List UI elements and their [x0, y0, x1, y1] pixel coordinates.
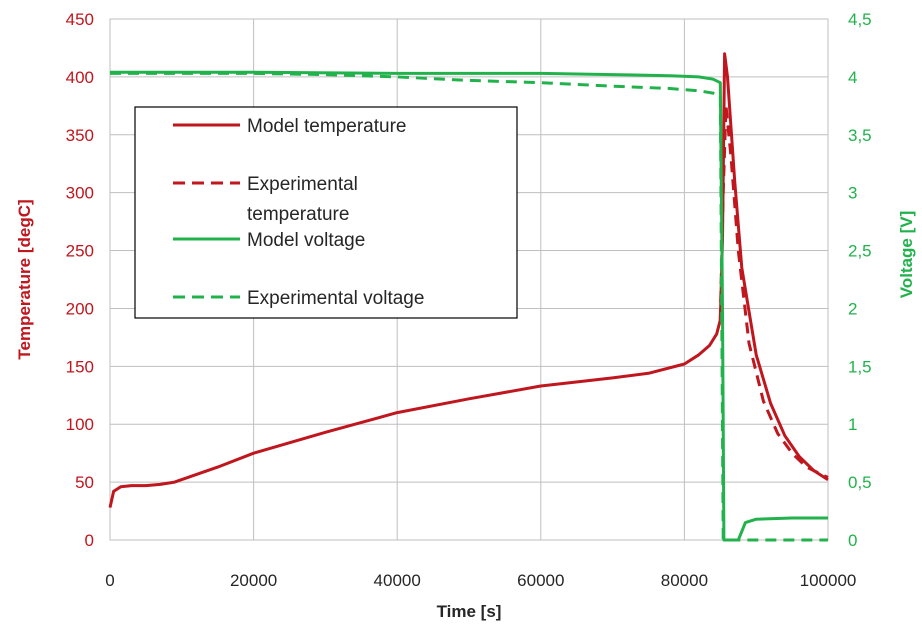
y-right-tick-label: 0	[848, 531, 857, 550]
y-left-tick-label: 0	[85, 531, 94, 550]
y-left-tick-label: 350	[66, 126, 94, 145]
x-tick-label: 20000	[230, 571, 277, 590]
x-axis-title: Time [s]	[437, 602, 502, 621]
y-right-tick-label: 2	[848, 299, 857, 318]
plot-area-border	[109, 18, 829, 541]
series-line-model-temperature	[108, 52, 829, 508]
legend-label-model-voltage: Model voltage	[247, 230, 365, 251]
y-right-tick-label: 4	[848, 68, 857, 87]
y-right-tick-label: 1,5	[848, 357, 872, 376]
legend-label-experimental-temperature-line2: temperature	[247, 204, 349, 225]
y-axis-left-title: Temperature [degC]	[15, 199, 34, 359]
y-left-tick-label: 400	[66, 68, 94, 87]
y-right-tick-label: 4,5	[848, 10, 872, 29]
y-right-tick-label: 0,5	[848, 473, 872, 492]
legend: Model temperature Experimental temperatu…	[134, 106, 518, 319]
series-line-experimental-temperature	[718, 104, 829, 479]
y-left-tick-label: 250	[66, 242, 94, 261]
x-tick-label: 100000	[800, 571, 857, 590]
y-left-tick-label: 50	[75, 473, 94, 492]
legend-label-experimental-temperature-line1: Experimental	[247, 174, 358, 195]
y-right-tick-label: 3	[848, 184, 857, 203]
y-left-tick-label: 150	[66, 357, 94, 376]
y-right-tick-label: 3,5	[848, 126, 872, 145]
series-line-model-voltage	[110, 70, 828, 542]
y-right-tick-label: 1	[848, 415, 857, 434]
x-tick-label: 60000	[517, 571, 564, 590]
legend-label-model-temperature: Model temperature	[247, 116, 406, 137]
y-left-tick-label: 450	[66, 10, 94, 29]
y-left-tick-label: 100	[66, 415, 94, 434]
x-tick-label: 80000	[661, 571, 708, 590]
x-tick-label: 0	[105, 571, 114, 590]
x-tick-label: 40000	[374, 571, 421, 590]
y-left-tick-label: 300	[66, 184, 94, 203]
series-line-experimental-voltage	[110, 71, 828, 542]
y-left-tick-label: 200	[66, 299, 94, 318]
y-right-tick-label: 2,5	[848, 242, 872, 261]
tick-labels: 0 20000 40000 60000 80000 100000 0 50 100 150 200 2…	[66, 10, 872, 590]
legend-label-experimental-voltage: Experimental voltage	[247, 288, 424, 309]
legend-box	[134, 106, 518, 319]
series-layer	[108, 52, 829, 542]
y-axis-right-title: Voltage [V]	[897, 211, 916, 299]
